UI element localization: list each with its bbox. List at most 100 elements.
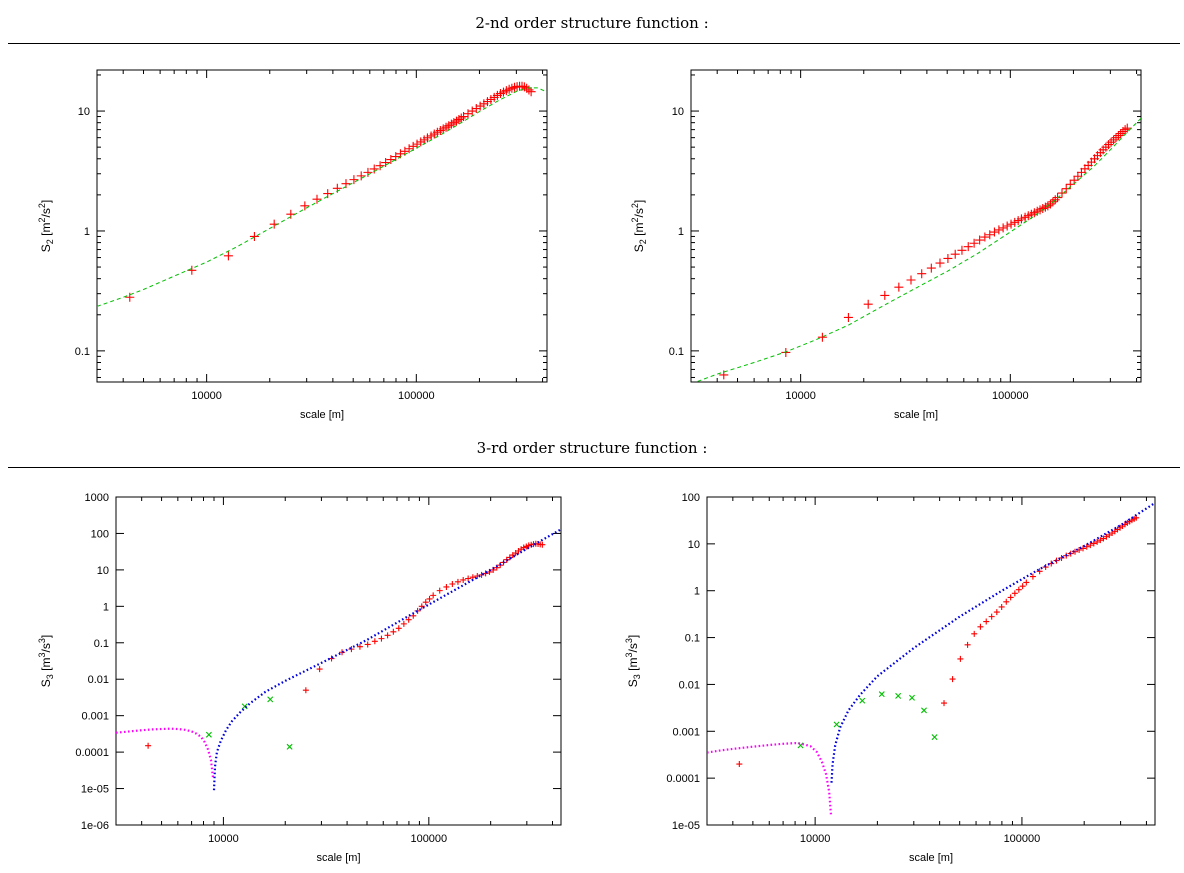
data-point-plus: [1094, 538, 1101, 545]
x-axis-label: scale [m]: [316, 852, 360, 864]
y-axis-label-part: 3: [37, 638, 47, 643]
series-group: [694, 117, 1141, 382]
data-point-plus: [422, 599, 429, 606]
y-tick-label: 0.0001: [666, 773, 700, 785]
data-point-plus: [880, 290, 890, 300]
y-tick-label: 100: [91, 528, 109, 540]
data-point-plus: [300, 201, 310, 211]
data-point-plus: [378, 635, 385, 642]
data-point-plus: [1057, 188, 1067, 198]
x-axis-label: scale [m]: [909, 852, 953, 864]
data-point-plus: [957, 655, 964, 662]
data-point-plus: [964, 641, 971, 648]
y-axis-label: S3 [m3/s3]: [37, 635, 55, 687]
data-point-plus: [736, 761, 743, 768]
data-point-plus: [1116, 128, 1126, 138]
data-point-plus: [1015, 586, 1022, 593]
data-point-plus: [386, 155, 396, 165]
data-point-plus: [943, 253, 953, 263]
y-tick-label: 1: [694, 586, 700, 598]
data-point-plus: [781, 347, 791, 357]
data-point-plus: [412, 139, 422, 149]
y-axis-label-part: 3: [624, 638, 634, 643]
data-point-cross: [931, 734, 938, 741]
y-tick-label: 0.1: [669, 346, 684, 358]
data-point-plus: [524, 85, 534, 95]
data-point-plus: [446, 119, 456, 129]
y-axis-label-part: S: [39, 244, 53, 252]
x-tick-label: 10000: [785, 390, 816, 402]
data-point-cross: [878, 691, 885, 698]
y-tick-label: 0.01: [679, 679, 700, 691]
data-point-plus: [356, 643, 363, 650]
y-tick-label: 0.001: [672, 726, 700, 738]
y-tick-label: 10: [97, 565, 109, 577]
section-title-second-order: 2-nd order structure function :: [475, 14, 709, 32]
y-tick-label: 0.0001: [75, 747, 109, 759]
data-point-plus: [408, 141, 418, 151]
data-point-plus: [454, 578, 461, 585]
x-tick-label: 100000: [398, 390, 435, 402]
data-point-plus: [223, 251, 233, 261]
x-tick-label: 100000: [992, 390, 1029, 402]
x-axis-label: scale [m]: [894, 409, 938, 421]
data-point-cross: [286, 743, 293, 750]
plot-frame: [690, 69, 1142, 383]
data-point-plus: [369, 164, 379, 174]
data-point-plus: [969, 238, 979, 248]
x-axis-label: scale [m]: [300, 409, 344, 421]
y-tick-label: 10: [78, 106, 90, 118]
y-axis-label-part: ]: [626, 635, 640, 638]
x-tick-label: 10000: [191, 390, 222, 402]
series-line-dotted: [830, 501, 1155, 783]
data-point-plus: [249, 231, 259, 241]
data-point-plus: [917, 269, 927, 279]
data-point-plus: [1003, 598, 1010, 605]
y-axis-label-part: 2: [45, 239, 55, 244]
y-tick-label: 0.1: [75, 346, 90, 358]
data-point-plus: [404, 144, 414, 154]
data-point-plus: [145, 742, 152, 749]
data-point-plus: [1007, 594, 1014, 601]
y-axis-label-part: S: [39, 679, 53, 687]
data-point-plus: [935, 258, 945, 268]
data-point-plus: [1006, 219, 1016, 229]
data-point-plus: [1050, 195, 1060, 205]
series-line-dotted: [116, 727, 215, 778]
series-group: [116, 528, 561, 791]
y-axis-label-part: ]: [39, 635, 53, 638]
data-point-cross: [267, 696, 274, 703]
y-tick-label: 0.1: [685, 633, 700, 645]
y-tick-label: 0.001: [81, 711, 109, 723]
data-point-cross: [908, 694, 915, 701]
section-rule-third-order: [8, 467, 1180, 468]
data-point-plus: [1122, 123, 1132, 133]
data-point-plus: [1036, 568, 1043, 575]
data-point-plus: [302, 687, 309, 694]
data-point-plus: [371, 638, 378, 645]
y-tick-label: 1: [84, 226, 90, 238]
y-axis-label-part: /s: [626, 643, 640, 652]
data-point-plus: [993, 609, 1000, 616]
data-point-plus: [719, 370, 729, 380]
section-title-third-order: 3-rd order structure function :: [476, 439, 708, 457]
data-point-plus: [348, 646, 355, 653]
y-axis-label-part: 2: [37, 217, 47, 222]
data-point-plus: [971, 630, 978, 637]
data-point-plus: [1002, 221, 1012, 231]
y-tick-label: 1: [678, 226, 684, 238]
data-point-plus: [349, 175, 359, 185]
data-point-plus: [1011, 590, 1018, 597]
data-point-plus: [381, 158, 391, 168]
data-point-plus: [1016, 214, 1026, 224]
data-point-plus: [1040, 202, 1050, 212]
data-point-plus: [1111, 133, 1121, 143]
data-point-plus: [436, 587, 443, 594]
data-point-plus: [963, 242, 973, 252]
x-tick-label: 10000: [800, 833, 831, 845]
y-tick-label: 10: [672, 106, 684, 118]
y-tick-label: 0.01: [88, 674, 109, 686]
data-point-plus: [471, 104, 481, 114]
